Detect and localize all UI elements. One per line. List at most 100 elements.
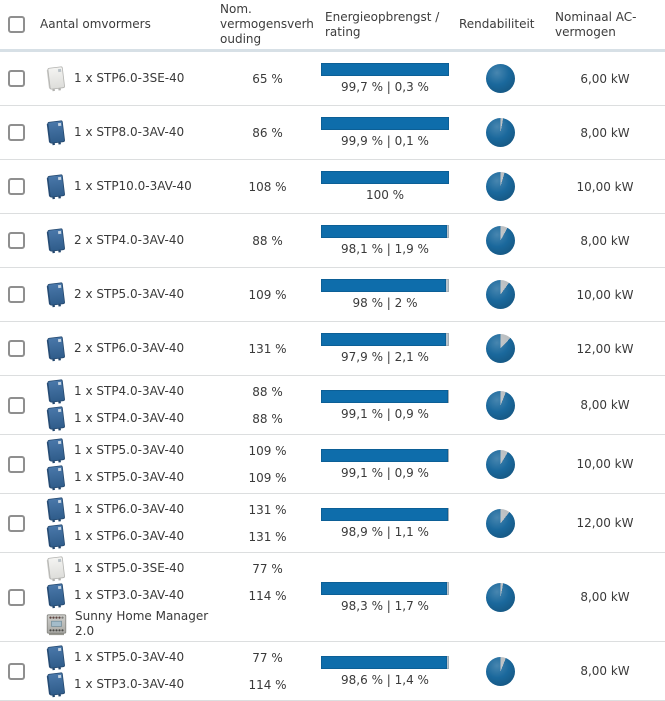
profitability-cell	[455, 172, 545, 201]
device-label: 2 x STP4.0-3AV-40	[74, 233, 185, 247]
device: 1 x STP4.0-3AV-40	[40, 378, 220, 405]
device-line: 1 x STP5.0-3SE-40 77 %	[40, 555, 315, 582]
profitability-cell	[455, 226, 545, 255]
row-checkbox[interactable]	[8, 396, 25, 414]
home-manager-icon	[45, 612, 68, 637]
energy-yield-bar-fill	[321, 581, 447, 595]
power-ratio-value: 109 %	[248, 287, 287, 302]
device: 2 x STP5.0-3AV-40	[40, 281, 220, 308]
devices-cell: 1 x STP4.0-3AV-40 88 % 1 x STP4.0-3AV-40 88…	[40, 378, 315, 432]
ac-power-value: 10,00 kW	[576, 287, 634, 302]
profitability-pie-chart	[485, 508, 515, 538]
energy-cell: 99,7 % | 0,3 %	[315, 63, 455, 94]
inverter-av-icon	[45, 119, 67, 146]
table-row[interactable]: 1 x STP4.0-3AV-40 88 % 1 x STP4.0-3AV-40 88…	[0, 376, 665, 435]
table-row[interactable]: 2 x STP4.0-3AV-40 88 % 98,1 % | 1,9 % 8,00 …	[0, 214, 665, 268]
row-checkbox-cell	[0, 286, 40, 303]
device-line: 1 x STP8.0-3AV-40 86 %	[40, 119, 315, 146]
device-label: 1 x STP6.0-3AV-40	[74, 502, 185, 516]
energy-cell: 98 % | 2 %	[315, 279, 455, 310]
row-checkbox-cell	[0, 70, 40, 87]
energy-yield-bar-fill	[321, 279, 447, 292]
table-row[interactable]: 1 x STP10.0-3AV-40 108 % 100 % 10,00 kW	[0, 160, 665, 214]
table-row[interactable]: 1 x STP5.0-3AV-40 109 % 1 x STP5.0-3AV-40 1…	[0, 435, 665, 494]
energy-yield-bar	[321, 63, 449, 76]
power-ratio-value: 108 %	[248, 179, 287, 194]
row-checkbox[interactable]	[8, 124, 25, 141]
device-line: 1 x STP6.0-3AV-40 131 %	[40, 523, 315, 550]
energy-yield-bar-fill	[321, 333, 447, 346]
profitability-pie-chart	[485, 449, 515, 479]
device-label: 1 x STP3.0-3AV-40	[74, 677, 185, 691]
energy-cell: 98,6 % | 1,4 %	[315, 655, 455, 687]
device-label: 1 x STP5.0-3AV-40	[74, 650, 185, 664]
energy-yield-bar	[321, 171, 449, 184]
header-checkbox-cell	[0, 16, 40, 33]
energy-yield-bar	[321, 581, 449, 595]
table-row[interactable]: 1 x STP5.0-3AV-40 77 % 1 x STP3.0-3AV-40 11…	[0, 642, 665, 701]
energy-yield-bar	[321, 117, 449, 130]
device: 1 x STP3.0-3AV-40	[40, 671, 220, 698]
device: 1 x STP4.0-3AV-40	[40, 405, 220, 432]
ac-power-value: 10,00 kW	[576, 179, 634, 194]
energy-yield-bar-fill	[321, 448, 448, 462]
header-devices-ratio-cell: Aantal omvormers Nom. vermogensverhoudin…	[40, 0, 315, 49]
device-line: 1 x STP3.0-3AV-40 114 %	[40, 671, 315, 698]
power-ratio-value: 114 %	[248, 677, 287, 692]
device: 1 x STP5.0-3AV-40	[40, 437, 220, 464]
row-checkbox[interactable]	[8, 340, 25, 357]
row-checkbox[interactable]	[8, 232, 25, 249]
table-row[interactable]: 1 x STP6.0-3AV-40 131 % 1 x STP6.0-3AV-40 1…	[0, 494, 665, 553]
table-row[interactable]: 1 x STP8.0-3AV-40 86 % 99,9 % | 0,1 % 8,00 …	[0, 106, 665, 160]
profitability-cell	[455, 390, 545, 420]
row-checkbox[interactable]	[8, 286, 25, 303]
device-label: 1 x STP4.0-3AV-40	[74, 384, 185, 398]
profitability-pie-chart	[485, 656, 515, 686]
table-row[interactable]: 1 x STP5.0-3SE-40 77 % 1 x STP3.0-3AV-40 11…	[0, 553, 665, 642]
energy-yield-bar	[321, 279, 449, 292]
power-ratio-value: 131 %	[248, 529, 287, 544]
device: 2 x STP4.0-3AV-40	[40, 227, 220, 254]
devices-cell: 1 x STP6.0-3AV-40 131 % 1 x STP6.0-3AV-40 1…	[40, 496, 315, 550]
device: 1 x STP10.0-3AV-40	[40, 173, 220, 200]
table-row[interactable]: 1 x STP6.0-3SE-40 65 % 99,7 % | 0,3 % 6,00 …	[0, 52, 665, 106]
profitability-cell	[455, 334, 545, 363]
energy-yield-bar	[321, 655, 449, 669]
devices-cell: 2 x STP6.0-3AV-40 131 %	[40, 335, 315, 362]
device-line: 1 x STP6.0-3AV-40 131 %	[40, 496, 315, 523]
device-label: 1 x STP6.0-3AV-40	[74, 529, 185, 543]
device: 1 x STP3.0-3AV-40	[40, 582, 220, 609]
select-all-checkbox[interactable]	[8, 16, 25, 33]
row-checkbox[interactable]	[8, 70, 25, 87]
energy-rating-label: 99,1 % | 0,9 %	[341, 465, 429, 480]
energy-cell: 98,1 % | 1,9 %	[315, 225, 455, 256]
power-ratio-value: 77 %	[252, 561, 283, 576]
energy-yield-bar	[321, 389, 449, 403]
energy-cell: 98,3 % | 1,7 %	[315, 581, 455, 613]
energy-yield-bar-fill	[321, 389, 448, 403]
devices-cell: 1 x STP5.0-3AV-40 77 % 1 x STP3.0-3AV-40 11…	[40, 644, 315, 698]
row-checkbox-cell	[0, 340, 40, 357]
inverter-av-icon	[45, 335, 67, 362]
profitability-pie-chart	[485, 582, 515, 612]
energy-yield-bar	[321, 448, 449, 462]
row-checkbox[interactable]	[8, 662, 25, 680]
row-checkbox[interactable]	[8, 178, 25, 195]
energy-yield-bar-fill	[321, 63, 449, 76]
energy-yield-bar	[321, 333, 449, 346]
device-line: 1 x STP5.0-3AV-40 109 %	[40, 464, 315, 491]
device-line: 1 x STP6.0-3SE-40 65 %	[40, 65, 315, 92]
row-checkbox-cell	[0, 124, 40, 141]
power-ratio-value: 114 %	[248, 588, 287, 603]
device: 2 x STP6.0-3AV-40	[40, 335, 220, 362]
table-row[interactable]: 2 x STP5.0-3AV-40 109 % 98 % | 2 % 10,00 kW	[0, 268, 665, 322]
table-row[interactable]: 2 x STP6.0-3AV-40 131 % 97,9 % | 2,1 % 12,0…	[0, 322, 665, 376]
row-checkbox[interactable]	[8, 455, 25, 473]
devices-cell: 1 x STP5.0-3AV-40 109 % 1 x STP5.0-3AV-40 1…	[40, 437, 315, 491]
row-checkbox[interactable]	[8, 514, 25, 532]
device-label: 1 x STP4.0-3AV-40	[74, 411, 185, 425]
profitability-pie-chart	[485, 118, 515, 147]
profitability-cell	[455, 508, 545, 538]
profitability-pie-chart	[485, 280, 515, 309]
row-checkbox[interactable]	[8, 588, 25, 606]
